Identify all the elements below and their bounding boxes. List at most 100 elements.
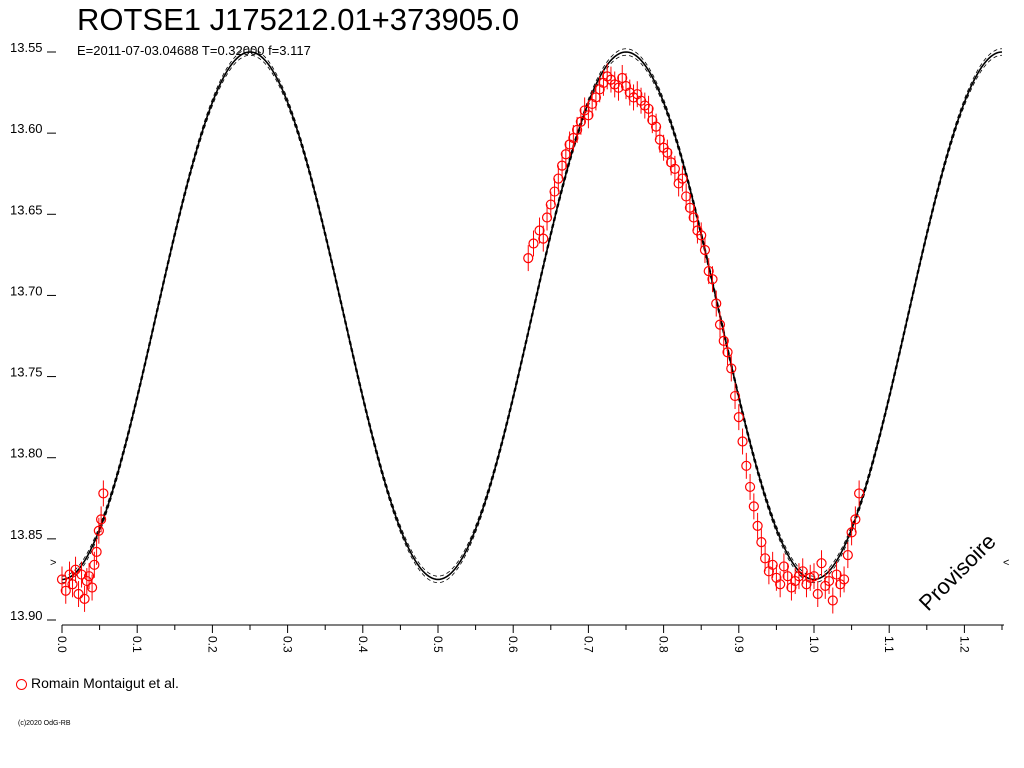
x-tick-label: 1.0	[807, 636, 821, 653]
data-point	[677, 165, 688, 192]
data-point	[560, 141, 571, 168]
y-tick-label: 13.85	[10, 527, 43, 542]
point-marker	[590, 92, 602, 103]
data-point	[808, 563, 820, 590]
data-point	[711, 290, 722, 317]
point-marker	[602, 71, 613, 82]
data-point	[549, 178, 560, 205]
y-tick-label: 13.90	[10, 608, 43, 623]
point-marker	[617, 72, 628, 84]
data-point	[67, 571, 78, 598]
point-marker	[654, 134, 665, 145]
legend: Romain Montaigut et al.	[16, 675, 179, 691]
y-tick-label: 13.55	[10, 40, 43, 55]
data-point	[83, 563, 95, 590]
data-point	[812, 581, 823, 608]
point-marker	[782, 571, 793, 582]
data-point	[96, 506, 107, 533]
point-marker	[681, 191, 692, 202]
data-point	[722, 339, 733, 366]
point-marker	[528, 238, 539, 249]
left-edge-marker: >	[50, 557, 56, 569]
y-tick-label: 13.65	[10, 202, 43, 217]
point-marker	[545, 199, 556, 210]
point-marker	[560, 149, 571, 160]
data-point	[617, 64, 628, 91]
point-marker	[677, 173, 688, 184]
point-marker	[842, 549, 853, 561]
point-marker	[850, 514, 861, 525]
data-point	[91, 538, 102, 565]
data-point	[744, 473, 756, 500]
data-point	[553, 165, 564, 192]
point-marker	[60, 585, 71, 596]
point-marker	[741, 460, 752, 471]
data-point	[726, 355, 737, 382]
data-point	[838, 566, 850, 593]
point-marker	[662, 147, 673, 158]
x-tick-label: 0.3	[281, 636, 295, 653]
point-marker	[696, 230, 707, 241]
point-marker	[613, 82, 624, 93]
chart-title: ROTSE1 J175212.01+373905.0	[77, 2, 520, 37]
data-point	[767, 551, 778, 578]
point-marker	[86, 582, 98, 593]
data-point	[696, 222, 707, 249]
point-marker	[714, 319, 726, 330]
data-point	[850, 506, 861, 533]
x-tick-label: 1.2	[957, 636, 971, 653]
point-marker	[827, 595, 838, 606]
point-marker	[797, 566, 808, 577]
copyright-note: (c)2020 OdG-RB	[18, 720, 71, 727]
point-marker	[575, 116, 586, 127]
x-tick-label: 0.1	[130, 636, 144, 653]
point-marker	[756, 537, 767, 548]
point-marker	[572, 124, 583, 135]
point-marker	[549, 186, 560, 197]
data-point	[79, 585, 90, 612]
y-tick-label: 13.80	[10, 446, 43, 461]
data-point	[756, 529, 767, 556]
data-point	[528, 230, 539, 257]
point-marker	[699, 244, 711, 256]
point-marker	[733, 412, 744, 423]
point-marker	[707, 274, 718, 285]
point-marker	[650, 121, 662, 132]
model-curve-envelope	[61, 54, 1003, 584]
point-marker	[775, 579, 786, 590]
point-marker	[684, 202, 696, 213]
data-point	[572, 116, 583, 143]
data-point	[703, 258, 714, 285]
data-point	[775, 571, 786, 598]
model-curve-envelope	[61, 48, 1003, 577]
point-marker	[838, 574, 850, 585]
point-marker	[523, 253, 534, 264]
legend-circle-marker	[16, 678, 27, 690]
point-marker	[538, 233, 549, 244]
x-tick-label: 1.1	[882, 636, 896, 653]
data-points	[56, 63, 865, 614]
point-marker	[726, 363, 737, 374]
data-point	[590, 84, 602, 111]
point-marker	[748, 501, 759, 512]
point-marker	[744, 481, 756, 493]
point-marker	[808, 571, 820, 582]
point-marker	[718, 335, 729, 346]
data-point	[733, 404, 744, 431]
point-marker	[639, 100, 650, 111]
point-marker	[778, 561, 790, 572]
point-marker	[752, 520, 763, 531]
data-point	[98, 480, 109, 507]
data-point	[688, 204, 699, 231]
point-marker	[767, 559, 778, 570]
point-marker	[553, 173, 564, 184]
x-tick-label: 0.2	[205, 636, 219, 653]
data-point	[752, 512, 763, 539]
data-point	[741, 452, 752, 479]
data-point	[778, 553, 790, 580]
data-point	[76, 561, 87, 588]
data-point	[816, 550, 827, 577]
point-marker	[67, 579, 78, 590]
point-marker	[846, 527, 857, 538]
